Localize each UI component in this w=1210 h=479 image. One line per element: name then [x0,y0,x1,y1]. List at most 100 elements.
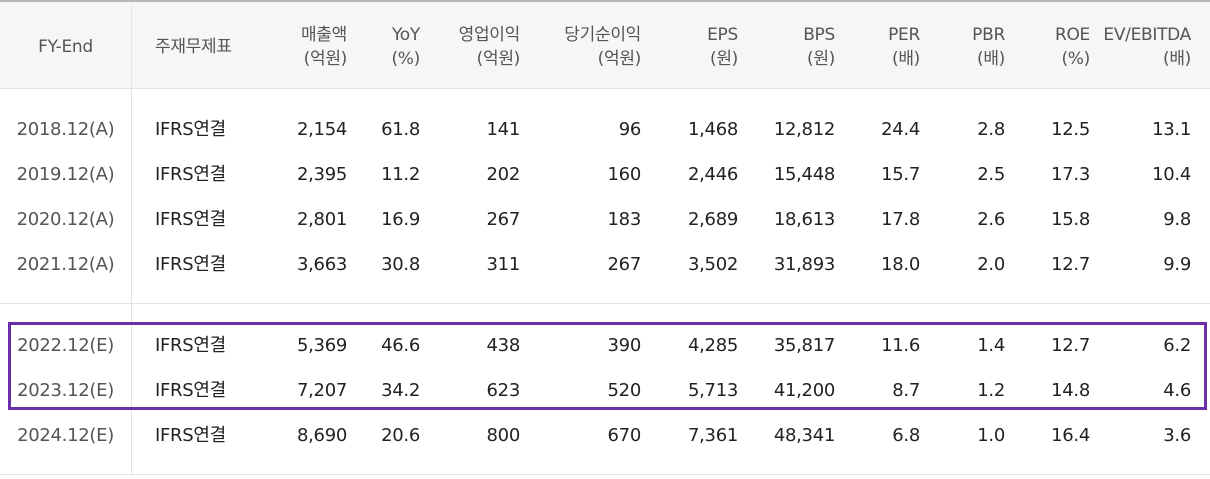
table-cell: 12,812 [773,119,835,140]
table-cell: 12.7 [1051,254,1090,275]
column-header-unit: (원) [806,49,835,69]
table-cell: 17.8 [881,209,920,230]
table-cell: 11.6 [881,335,920,356]
fiscal-year-cell: 2018.12(A) [16,119,115,140]
column-header: PER (배) [845,23,920,71]
table-cell: 15,448 [773,164,835,185]
table-cell: 3.6 [1163,425,1191,446]
column-header-label: PBR [972,25,1005,45]
table-cell: IFRS연결 [155,254,226,275]
table-cell: 7,207 [296,380,347,401]
column-header-unit: (배) [1162,49,1191,69]
table-cell: 13.1 [1152,119,1191,140]
table-cell: 1.0 [977,425,1005,446]
table-cell: 5,369 [296,335,347,356]
table-cell: 2.6 [977,209,1005,230]
table-cell: 4,285 [687,335,738,356]
table-cell: 18,613 [773,209,835,230]
column-header-unit: (억원) [476,49,521,69]
table-cell: 10.4 [1152,164,1191,185]
table-cell: 8,690 [296,425,347,446]
column-header-label: EPS [707,25,738,45]
table-cell: 1.4 [977,335,1005,356]
column-header-unit: (배) [976,49,1005,69]
table-cell: IFRS연결 [155,119,226,140]
header-divider [0,88,1210,89]
table-cell: 1.2 [977,380,1005,401]
table-cell: 6.8 [892,425,920,446]
table-cell: 9.9 [1163,254,1191,275]
column-header-label: 매출액 [300,25,347,45]
fiscal-year-cell: 2019.12(A) [16,164,115,185]
column-header: 주재무제표 [155,37,232,57]
table-cell: 20.6 [381,425,420,446]
table-cell: 41,200 [773,380,835,401]
column-header: 매출액 (억원) [265,23,347,71]
table-cell: IFRS연결 [155,335,226,356]
table-cell: 16.4 [1051,425,1090,446]
table-cell: 2,395 [296,164,347,185]
table-cell: 670 [607,425,642,446]
column-header-label: 당기순이익 [564,25,641,45]
table-cell: 8.7 [892,380,920,401]
table-cell: 46.6 [381,335,420,356]
column-divider [131,6,132,474]
column-header: ROE (%) [1010,23,1090,71]
column-header-label: BPS [803,25,835,45]
table-cell: 12.7 [1051,335,1090,356]
table-cell: 3,502 [687,254,738,275]
column-header-label: 영업이익 [458,25,521,45]
column-header-unit: (원) [709,49,738,69]
table-cell: 2,801 [296,209,347,230]
column-header: BPS (원) [745,23,835,71]
fiscal-year-cell: 2023.12(E) [17,380,114,401]
table-cell: 48,341 [773,425,835,446]
table-cell: 30.8 [381,254,420,275]
column-header-label: EV/EBITDA [1103,25,1191,45]
fiscal-year-cell: 2024.12(E) [17,425,114,446]
table-cell: 6.2 [1163,335,1191,356]
column-header-label: PER [888,25,920,45]
table-cell: 18.0 [881,254,920,275]
table-cell: 2.8 [977,119,1005,140]
table-cell: 16.9 [381,209,420,230]
table-cell: 7,361 [687,425,738,446]
column-header: YoY (%) [350,23,420,71]
table-cell: 2.5 [977,164,1005,185]
table-cell: 17.3 [1051,164,1090,185]
table-cell: 1,468 [687,119,738,140]
table-cell: 267 [486,209,521,230]
column-header: 영업이익 (억원) [430,23,521,71]
table-cell: 15.8 [1051,209,1090,230]
column-header: EV/EBITDA (배) [1095,23,1191,71]
table-cell: 12.5 [1051,119,1090,140]
table-cell: 183 [607,209,642,230]
column-header-unit: (억원) [303,49,348,69]
highlight-box [8,322,1207,410]
table-cell: 96 [618,119,642,140]
table-cell: IFRS연결 [155,164,226,185]
table-cell: 623 [486,380,521,401]
table-cell: 2,689 [687,209,738,230]
table-cell: IFRS연결 [155,209,226,230]
table-cell: 311 [486,254,521,275]
column-header: EPS (원) [650,23,738,71]
table-cell: 2,154 [296,119,347,140]
table-cell: 34.2 [381,380,420,401]
fiscal-year-cell: 2022.12(E) [17,335,114,356]
table-cell: IFRS연결 [155,380,226,401]
table-cell: 11.2 [381,164,420,185]
column-header: FY-End [38,37,93,57]
table-cell: 141 [486,119,521,140]
table-cell: IFRS연결 [155,425,226,446]
table-cell: 520 [607,380,642,401]
column-header: 당기순이익 (억원) [530,23,641,71]
table-cell: 15.7 [881,164,920,185]
table-cell: 24.4 [881,119,920,140]
table-cell: 438 [486,335,521,356]
table-cell: 35,817 [773,335,835,356]
table-header-background [0,0,1210,88]
table-cell: 61.8 [381,119,420,140]
column-header-label: ROE [1054,25,1090,45]
